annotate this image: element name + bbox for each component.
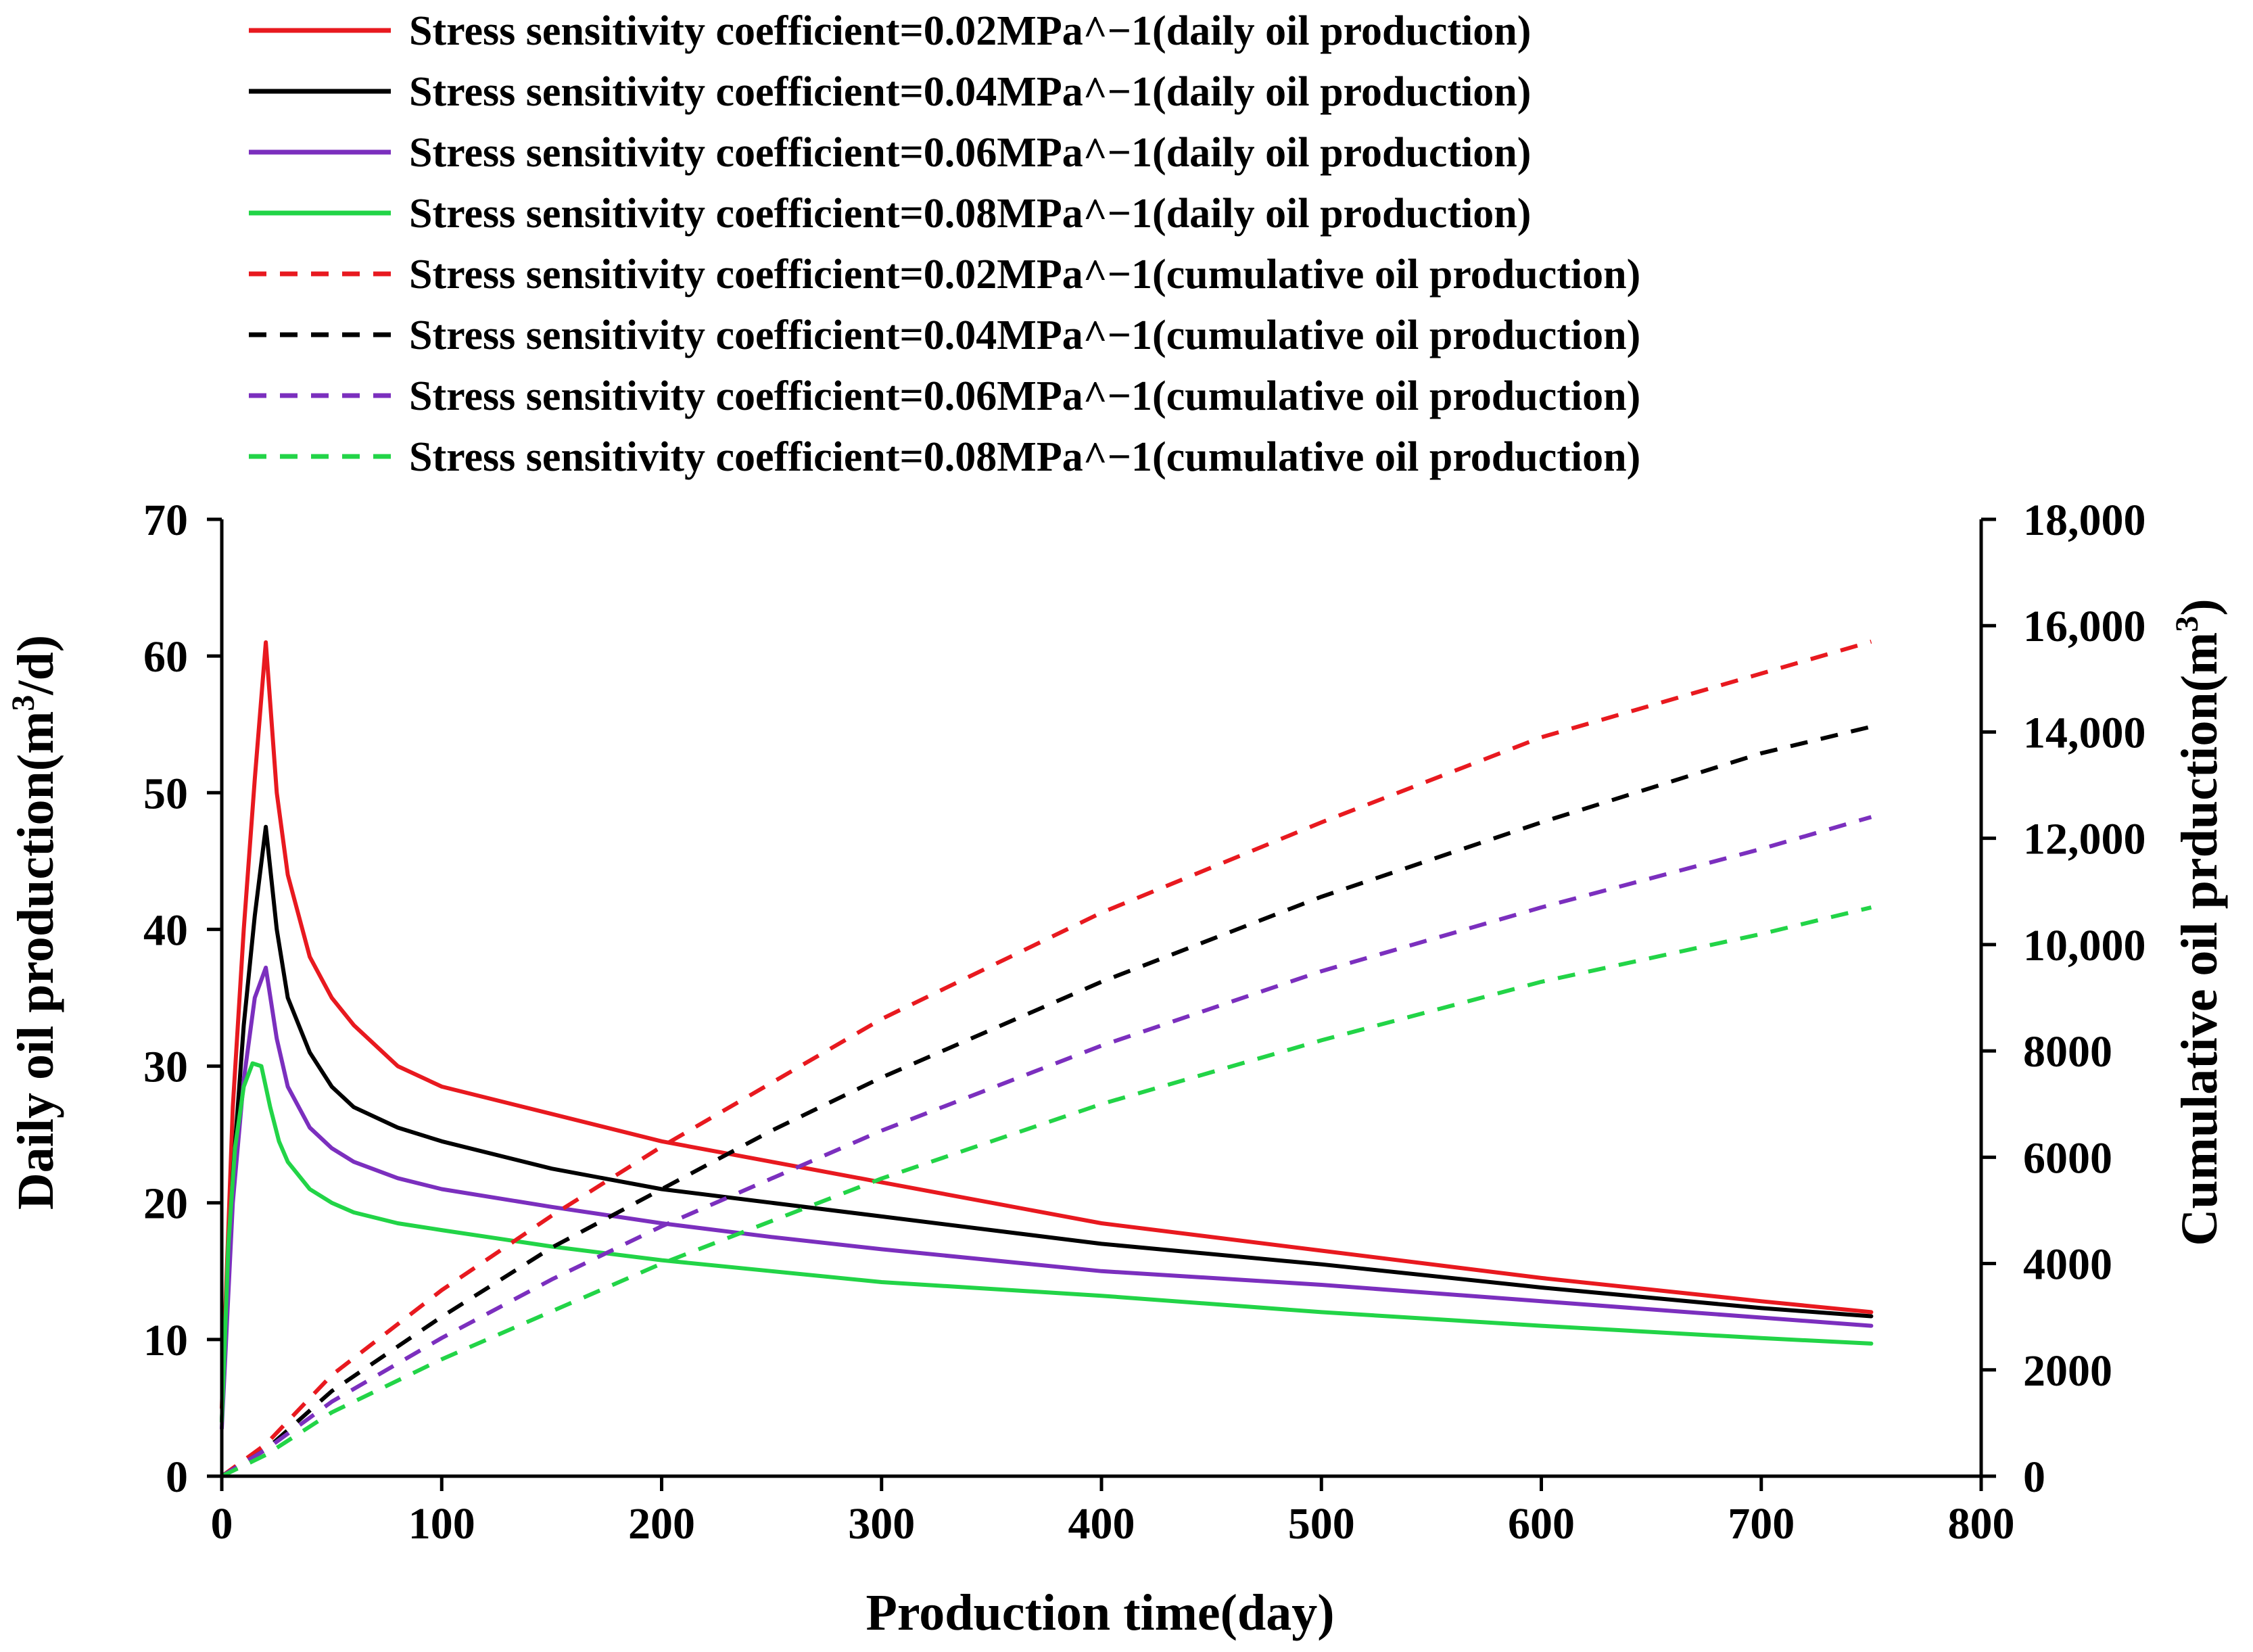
legend: Stress sensitivity coefficient=0.02MPa^−… xyxy=(249,8,1640,480)
y-right-tick-label: 4000 xyxy=(2023,1240,2112,1290)
x-axis-title: Production time(day) xyxy=(865,1584,1334,1641)
y-right-tick-label: 18,000 xyxy=(2023,496,2146,545)
legend-label-3: Stress sensitivity coefficient=0.06MPa^−… xyxy=(409,130,1531,176)
y-left-tick-label: 40 xyxy=(143,905,188,955)
y-axis-right-title-tail: ) xyxy=(2171,598,2228,615)
y-left-tick-label: 70 xyxy=(143,496,188,545)
series-line-6 xyxy=(220,724,1872,1478)
series-line-1 xyxy=(220,640,1874,1410)
series-line-8 xyxy=(220,905,1872,1478)
plot-series xyxy=(220,639,1874,1478)
legend-label-6: Stress sensitivity coefficient=0.04MPa^−… xyxy=(409,312,1640,358)
x-tick-label: 400 xyxy=(1068,1499,1135,1549)
y-right-tick-label: 14,000 xyxy=(2023,708,2146,757)
y-left-tick-label: 10 xyxy=(143,1316,188,1365)
x-tick-label: 200 xyxy=(628,1499,695,1549)
series-line-7 xyxy=(220,815,1872,1478)
y-left-tick-label: 50 xyxy=(143,769,188,818)
legend-label-4: Stress sensitivity coefficient=0.08MPa^−… xyxy=(409,191,1531,237)
legend-label-1: Stress sensitivity coefficient=0.02MPa^−… xyxy=(409,8,1531,54)
legend-label-5: Stress sensitivity coefficient=0.02MPa^−… xyxy=(409,252,1640,298)
x-tick-label: 100 xyxy=(408,1499,475,1549)
y-left-tick-label: 20 xyxy=(143,1179,188,1229)
y-axis-left-title-tail: /d) xyxy=(7,635,64,696)
legend-label-8: Stress sensitivity coefficient=0.08MPa^−… xyxy=(409,434,1640,480)
legend-label-2: Stress sensitivity coefficient=0.04MPa^−… xyxy=(409,69,1531,115)
legend-label-7: Stress sensitivity coefficient=0.06MPa^−… xyxy=(409,373,1640,419)
y-left-tick-label: 0 xyxy=(166,1453,188,1502)
y-right-tick-label: 12,000 xyxy=(2023,815,2146,864)
series-line-4 xyxy=(220,1061,1874,1424)
x-tick-label: 0 xyxy=(211,1499,233,1549)
series-line-2 xyxy=(220,824,1874,1424)
x-tick-label: 500 xyxy=(1288,1499,1355,1549)
y-left-tick-label: 60 xyxy=(143,632,188,682)
x-tick-label: 800 xyxy=(1948,1499,2015,1549)
y-axis-left-title: Daily oil production(m3/d) xyxy=(5,635,64,1210)
y-right-tick-label: 2000 xyxy=(2023,1346,2112,1396)
series-line-5 xyxy=(220,639,1872,1478)
y-right-tick-label: 0 xyxy=(2023,1453,2045,1502)
y-axis-right-title-sup: 3 xyxy=(2169,616,2205,632)
y-axis-left-title-sup: 3 xyxy=(5,695,41,711)
y-axis-right-title: Cumulative oil prduction(m3) xyxy=(2169,598,2228,1246)
series-line-3 xyxy=(220,966,1874,1431)
x-tick-label: 300 xyxy=(848,1499,915,1549)
y-right-tick-label: 10,000 xyxy=(2023,921,2146,970)
y-axis-left-title-main: Daily oil production(m xyxy=(7,711,64,1210)
x-tick-label: 600 xyxy=(1508,1499,1575,1549)
y-right-tick-label: 6000 xyxy=(2023,1133,2112,1183)
axes: 0 100 200 300 400 500 600 700 800010203040506070… xyxy=(143,496,2146,1549)
y-axis-right-title-main: Cumulative oil prduction(m xyxy=(2171,632,2228,1246)
y-right-tick-label: 16,000 xyxy=(2023,602,2146,651)
y-left-tick-label: 30 xyxy=(143,1043,188,1092)
x-tick-label: 700 xyxy=(1728,1499,1795,1549)
y-right-tick-label: 8000 xyxy=(2023,1027,2112,1077)
